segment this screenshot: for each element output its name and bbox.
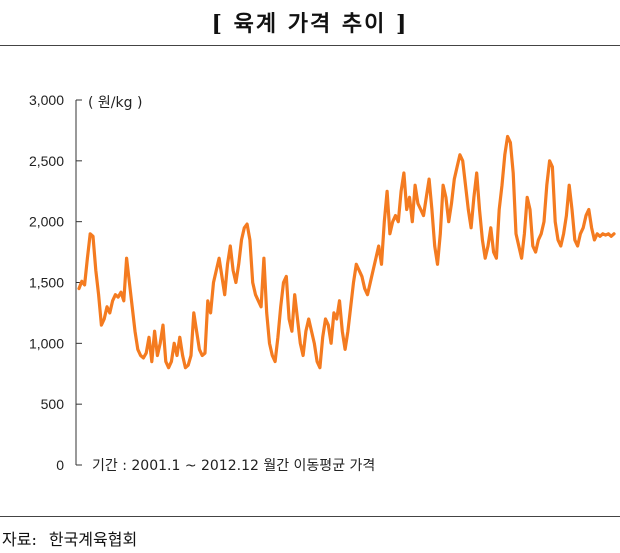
y-tick-label: 0	[56, 457, 64, 473]
source-label: 자료:	[2, 530, 37, 549]
y-tick-label: 500	[41, 396, 65, 412]
period-note: 기간 : 2001.1 ~ 2012.12 월간 이동평균 가격	[92, 458, 375, 474]
source-value: 한국계육협회	[48, 530, 138, 549]
unit-label: ( 원/kg )	[88, 95, 142, 111]
source-line: 자료: 한국계육협회	[2, 526, 137, 550]
chart-title: [ 육계 가격 추이 ]	[211, 11, 409, 37]
series-line-broiler-price	[77, 134, 616, 370]
y-tick-label: 1,500	[29, 275, 64, 291]
y-tick-label: 2,000	[29, 214, 64, 230]
y-tick-label: 3,000	[29, 92, 64, 108]
y-tick-label: 2,500	[29, 153, 64, 169]
bottom-divider	[0, 516, 620, 517]
y-tick-label: 1,000	[29, 335, 64, 351]
y-axis: 0 500 1,000 1,500 2,000 2,500 3,000	[29, 92, 82, 473]
top-divider	[0, 45, 620, 46]
